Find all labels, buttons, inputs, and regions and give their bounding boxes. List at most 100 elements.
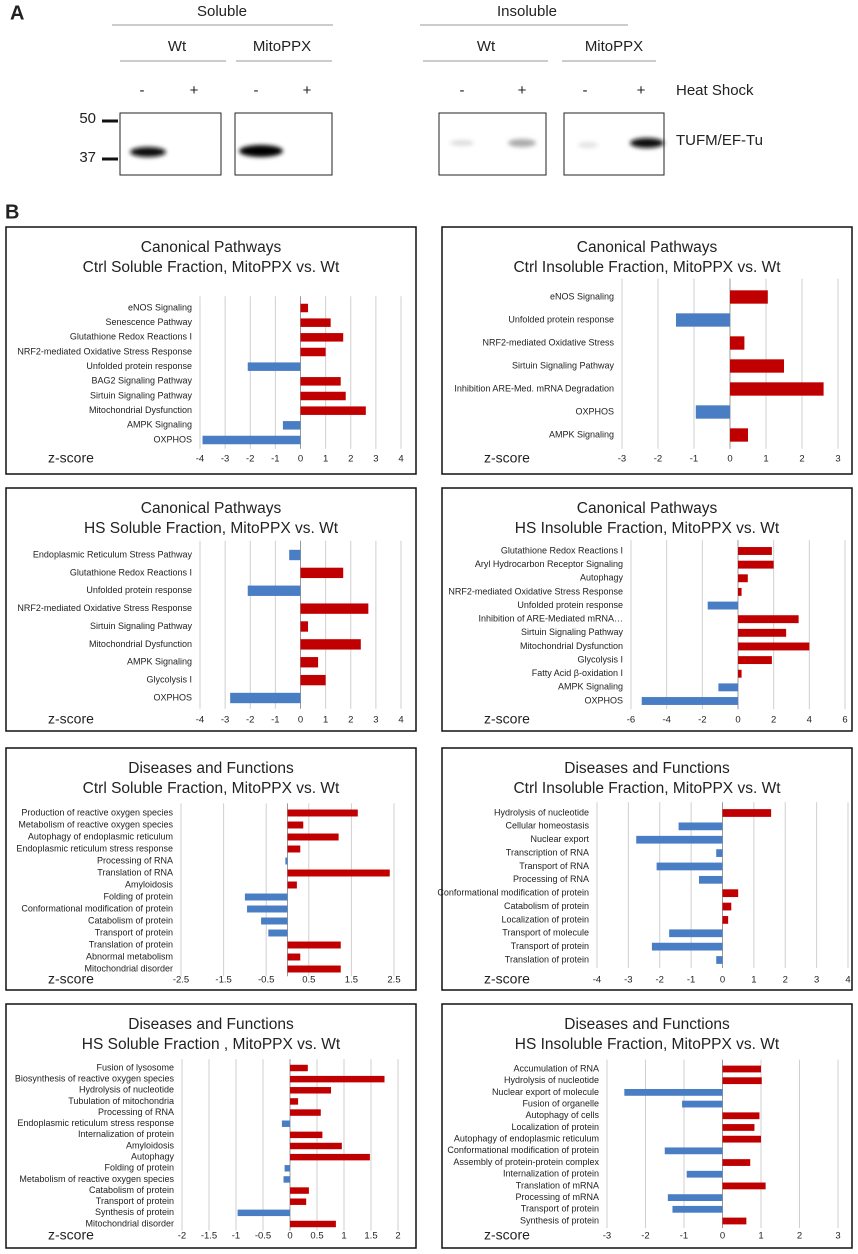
band <box>630 138 664 148</box>
blot <box>119 112 222 176</box>
category-label: Autophagy of cells <box>525 1110 599 1120</box>
treatment-label: - <box>460 82 465 99</box>
category-label: Sirtuin Signaling Pathway <box>90 621 193 631</box>
genotype-label: MitoPPX <box>253 38 311 55</box>
chart-title: Diseases and Functions <box>128 1016 294 1033</box>
category-label: Transcription of RNA <box>506 847 589 857</box>
bar <box>738 574 748 583</box>
bar <box>290 1198 307 1205</box>
x-tick-label: 0 <box>727 454 732 465</box>
category-label: Transport of protein <box>96 1196 174 1206</box>
category-label: Unfolded protein response <box>508 314 614 324</box>
x-tick-label: -3 <box>624 975 632 986</box>
category-label: Catabolism of protein <box>88 915 173 925</box>
x-tick-label: -4 <box>662 715 670 726</box>
category-label: Sirtuin Signaling Pathway <box>90 390 193 400</box>
bar <box>722 1217 747 1225</box>
bar <box>290 1064 308 1072</box>
bar <box>722 902 732 911</box>
bar <box>669 929 723 938</box>
bar <box>716 849 723 857</box>
category-label: Conformational modification of protein <box>21 903 173 913</box>
category-label: Inhibition ARE-Med. mRNA Degradation <box>454 383 614 393</box>
bar <box>664 1147 723 1155</box>
category-label: Biosynthesis of reactive oxygen species <box>15 1074 175 1084</box>
bar <box>624 1088 723 1096</box>
bar <box>738 615 799 624</box>
bar <box>636 835 723 844</box>
chart-subtitle: Ctrl Insoluble Fraction, MitoPPX vs. Wt <box>513 780 781 797</box>
treatment-label: - <box>583 82 588 99</box>
x-tick-label: -1 <box>687 975 695 986</box>
category-label: Nuclear export of molecule <box>492 1087 599 1097</box>
bar <box>268 929 288 937</box>
chart-title: Canonical Pathways <box>577 500 718 517</box>
category-label: Transport of protein <box>511 941 589 951</box>
category-label: Processing of RNA <box>98 1107 174 1117</box>
bar <box>738 669 742 678</box>
bar <box>281 1120 290 1127</box>
x-tick-label: -2 <box>246 715 254 726</box>
category-label: AMPK Signaling <box>558 682 623 692</box>
category-label: Synthesis of protein <box>95 1207 174 1217</box>
band <box>239 145 283 157</box>
bar <box>722 1182 766 1190</box>
band <box>450 140 474 146</box>
x-tick-label: -0.5 <box>258 975 274 986</box>
x-tick-label: 1 <box>341 1231 346 1242</box>
x-tick-label: -2 <box>698 715 706 726</box>
category-label: OXPHOS <box>153 692 192 702</box>
bar <box>676 313 730 327</box>
category-label: Mitochondrial Dysfunction <box>89 405 192 415</box>
x-tick-label: 0.5 <box>310 1231 323 1242</box>
bar <box>738 656 772 665</box>
category-label: Autophagy <box>131 1152 175 1162</box>
x-tick-label: 2 <box>348 715 353 726</box>
bar <box>686 1170 723 1178</box>
treatment-label: - <box>140 82 145 99</box>
category-label: Endoplasmic reticulum stress response <box>16 843 173 853</box>
bar <box>300 603 369 614</box>
bar <box>237 1209 290 1217</box>
bar <box>300 333 344 342</box>
bar <box>672 1205 723 1213</box>
x-axis-label: z-score <box>48 1227 94 1243</box>
x-tick-label: 1 <box>751 975 756 986</box>
antibody-label: TUFM/EF-Tu <box>676 132 763 149</box>
bar <box>300 657 319 668</box>
x-tick-label: 0 <box>720 1231 725 1242</box>
category-label: Processing of RNA <box>97 855 173 865</box>
bar <box>287 881 297 889</box>
category-label: OXPHOS <box>153 434 192 444</box>
category-label: Conformational modification of protein <box>437 888 589 898</box>
bar <box>722 1077 762 1085</box>
x-tick-label: -2 <box>656 975 664 986</box>
bar <box>730 290 768 304</box>
bar <box>722 1065 761 1073</box>
x-tick-label: 1 <box>323 454 328 465</box>
category-label: Translation of protein <box>505 954 589 964</box>
bar <box>300 391 346 401</box>
chart-frame <box>441 487 853 732</box>
chart-title: Diseases and Functions <box>564 760 730 777</box>
category-label: Catabolism of protein <box>504 901 589 911</box>
chart-title: Canonical Pathways <box>577 239 718 256</box>
bar <box>738 547 772 555</box>
category-label: BAG2 Signaling Pathway <box>91 376 192 386</box>
x-tick-label: 4 <box>398 715 403 726</box>
category-label: Glycolysis I <box>577 654 623 664</box>
bar <box>698 875 723 884</box>
panel-a: A Soluble Insoluble Wt MitoPPX Wt MitoPP… <box>10 2 763 176</box>
bar <box>722 916 729 924</box>
bar <box>722 1159 751 1166</box>
category-label: Glutathione Redox Reactions I <box>70 567 192 577</box>
category-label: Unfolded protein response <box>86 585 192 595</box>
panel-label: A <box>10 2 24 24</box>
x-tick-label: 0 <box>298 454 303 465</box>
treatment-label: + <box>190 82 199 99</box>
bar <box>738 642 810 651</box>
bar <box>261 917 288 925</box>
x-tick-label: -6 <box>627 715 635 726</box>
x-tick-label: 2 <box>771 715 776 726</box>
category-label: Translation of mRNA <box>516 1180 599 1190</box>
